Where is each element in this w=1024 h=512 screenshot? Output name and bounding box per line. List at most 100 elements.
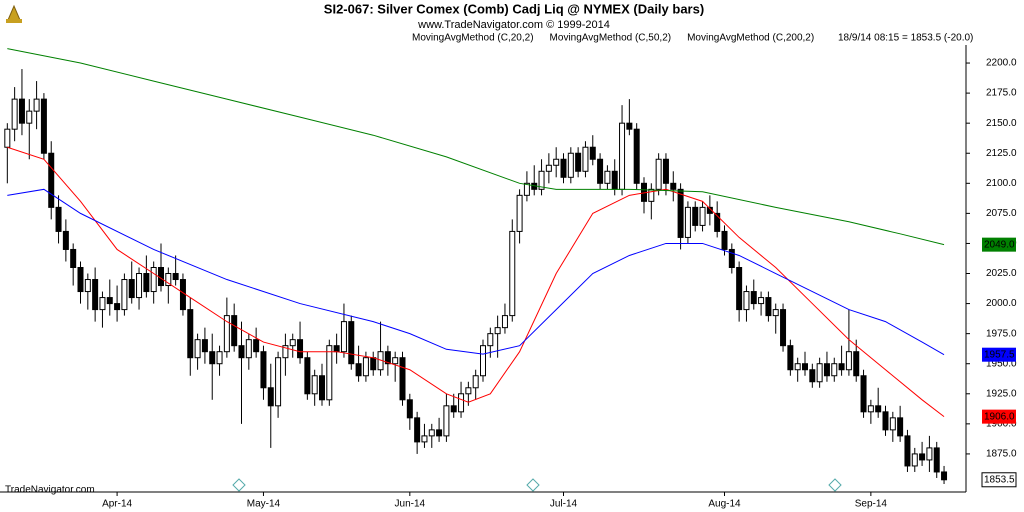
candle-body <box>333 345 340 353</box>
candle-body <box>414 417 421 443</box>
ma-tag <box>982 237 1016 252</box>
y-tick-label: 1925.0 <box>986 388 1017 399</box>
candle-body <box>158 267 164 287</box>
candle-body <box>494 327 501 335</box>
candle-body <box>897 417 904 437</box>
candle-body <box>538 170 545 190</box>
candle-body <box>553 158 560 166</box>
candle-body <box>245 339 252 359</box>
candle-body <box>216 351 223 365</box>
candle-body <box>911 453 918 467</box>
readout: 18/9/14 08:15 = 1853.5 (-20.0) <box>838 33 973 44</box>
candle-body <box>304 357 311 395</box>
candle-body <box>311 375 318 395</box>
candle-body <box>340 321 347 353</box>
candle-body <box>428 429 435 437</box>
candle-body <box>92 279 99 311</box>
candle-body <box>655 158 662 190</box>
candle-body <box>421 435 428 443</box>
x-tick-label: May-14 <box>247 499 281 510</box>
y-tick-label: 2025.0 <box>986 268 1017 279</box>
y-tick-label: 1975.0 <box>986 328 1017 339</box>
candle-body <box>648 188 655 202</box>
x-tick-label: Aug-14 <box>708 499 741 510</box>
candle-body <box>84 279 91 293</box>
candle-body <box>780 309 787 347</box>
candle-body <box>692 206 699 226</box>
candle-body <box>187 309 194 359</box>
moving-average <box>7 48 945 246</box>
candle-body <box>845 351 852 371</box>
candle-body <box>355 363 362 377</box>
candle-body <box>26 110 33 124</box>
candle-body <box>816 363 823 383</box>
candle-body <box>48 152 55 208</box>
candle-body <box>238 345 245 359</box>
candle-body <box>4 128 11 148</box>
candle-body <box>853 351 860 377</box>
candle-body <box>604 170 611 184</box>
candle-body <box>392 357 399 365</box>
candle-body <box>670 182 677 190</box>
moving-average <box>7 188 945 356</box>
candle-body <box>165 273 172 287</box>
candle-body <box>33 98 40 112</box>
candle-body <box>275 357 282 407</box>
candle-body <box>736 267 743 311</box>
candle-body <box>633 128 640 184</box>
candle-body <box>750 291 757 305</box>
candle-body <box>297 339 304 359</box>
logo <box>6 4 22 23</box>
candle-body <box>501 315 508 329</box>
candle-body <box>787 345 794 371</box>
candle-body <box>941 471 948 481</box>
y-tick-label: 2125.0 <box>986 148 1017 159</box>
candle-body <box>260 351 267 389</box>
markers <box>232 478 842 492</box>
y-tick-label: 2175.0 <box>986 88 1017 99</box>
y-tick-label: 1900.0 <box>986 418 1017 429</box>
moving-average <box>7 146 945 418</box>
x-tick-label: Apr-14 <box>102 499 132 510</box>
candle-body <box>18 98 25 124</box>
candle-body <box>384 351 391 365</box>
legend-entry: MovingAvgMethod (C,20,2) <box>412 33 534 44</box>
candle-body <box>662 158 669 184</box>
candle-body <box>626 122 633 130</box>
candle-body <box>143 273 150 293</box>
candle-body <box>860 375 867 413</box>
candle-body <box>867 405 874 413</box>
candle-body <box>809 369 816 383</box>
candle-body <box>319 375 325 401</box>
candle-body <box>772 309 779 317</box>
candle-body <box>926 447 933 461</box>
x-tick-label: Sep-14 <box>855 499 888 510</box>
chart-subtitle: www.TradeNavigator.com © 1999-2014 <box>417 19 610 31</box>
candle-body <box>794 363 801 371</box>
y-tick-label: 1950.0 <box>986 358 1017 369</box>
candle-body <box>99 297 106 311</box>
candle-body <box>267 387 274 407</box>
ma-tag-label: 2049.0 <box>984 239 1015 250</box>
candle-body <box>684 206 691 238</box>
candle-body <box>362 357 369 377</box>
candle-body <box>589 146 596 160</box>
y-tick-label: 2075.0 <box>986 208 1017 219</box>
y-tick-label: 2200.0 <box>986 58 1017 69</box>
candle-body <box>487 333 494 347</box>
chart-title: SI2-067: Silver Comex (Comb) Cadj Liq @ … <box>324 1 704 16</box>
candle-body <box>150 267 157 293</box>
candle-body <box>399 357 406 401</box>
candle-body <box>465 387 472 395</box>
candle-body <box>443 405 450 437</box>
candle-body <box>128 279 135 299</box>
candle-body <box>823 363 830 377</box>
candle-body <box>721 230 728 250</box>
candle-body <box>699 206 706 226</box>
candle-body <box>765 297 772 317</box>
candle-body <box>714 212 721 232</box>
candle-body <box>560 158 567 178</box>
footer: TradeNavigator.com <box>5 485 95 496</box>
candle-body <box>933 447 940 473</box>
